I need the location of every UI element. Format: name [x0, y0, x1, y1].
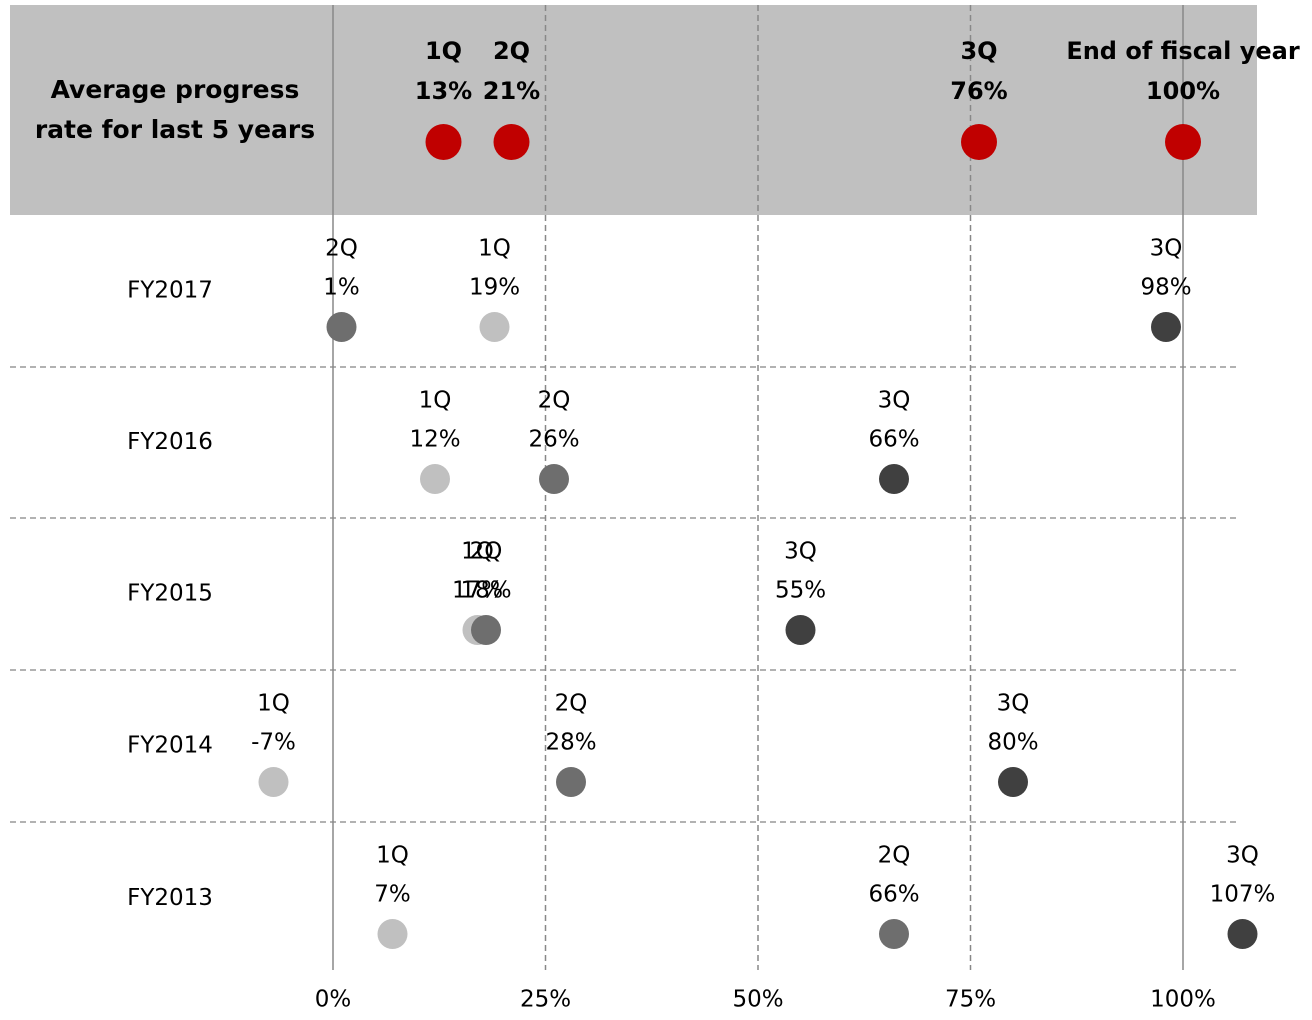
value-label: 17% — [452, 578, 503, 604]
dot — [539, 464, 569, 494]
series-name-label: 2Q — [470, 539, 503, 565]
series-name-label: 2Q — [878, 843, 911, 869]
dot — [1227, 919, 1258, 949]
value-label: 107% — [1210, 882, 1276, 908]
dot — [1151, 312, 1181, 342]
dot — [1165, 124, 1201, 160]
dot — [420, 464, 450, 494]
series-name-label: 1Q — [425, 37, 462, 65]
value-label: 7% — [374, 882, 411, 908]
category-label-text: Average progress rate for last 5 years — [34, 75, 316, 144]
value-label: 18% — [460, 578, 511, 604]
category-label: Average progress rate for last 5 years — [34, 75, 316, 144]
x-tick-label: 25% — [520, 987, 571, 1013]
value-label: 1% — [323, 275, 360, 301]
dot — [326, 312, 357, 342]
series-name-label: 1Q — [478, 236, 511, 262]
dot — [879, 464, 909, 494]
series-name-label: 3Q — [878, 388, 911, 414]
value-label: 12% — [409, 427, 460, 453]
dot — [879, 919, 909, 949]
dot — [998, 767, 1028, 797]
value-label: 26% — [528, 427, 579, 453]
series-name-label: End of fiscal year — [1066, 37, 1299, 65]
dot — [471, 615, 501, 645]
value-label: 28% — [545, 730, 596, 756]
x-tick-label: 50% — [732, 987, 783, 1013]
value-label: 66% — [868, 427, 919, 453]
value-label: 98% — [1140, 275, 1191, 301]
value-label: 21% — [483, 77, 540, 105]
series-name-label: 1Q — [461, 539, 494, 565]
series-name-label: 1Q — [376, 843, 409, 869]
series-name-label: 2Q — [538, 388, 571, 414]
dot — [785, 615, 816, 645]
value-label: 13% — [415, 77, 472, 105]
series-name-label: 2Q — [555, 691, 588, 717]
series-name-label: 1Q — [419, 388, 452, 414]
category-label: FY2013 — [127, 885, 213, 911]
dot — [258, 767, 289, 797]
dot — [961, 124, 997, 160]
series-name-label: 3Q — [1226, 843, 1259, 869]
dot — [556, 767, 586, 797]
dot — [377, 919, 408, 949]
category-label: FY2016 — [127, 429, 213, 455]
series-name-label: 1Q — [257, 691, 290, 717]
header-band — [10, 5, 1257, 215]
series-name-label: 3Q — [997, 691, 1030, 717]
series-name-label: 3Q — [1150, 236, 1183, 262]
category-label: FY2014 — [127, 733, 213, 759]
x-tick-label: 0% — [315, 987, 352, 1013]
category-label: FY2015 — [127, 581, 213, 607]
value-label: -7% — [251, 730, 296, 756]
dot — [425, 124, 462, 160]
value-label: 80% — [987, 730, 1038, 756]
series-name-label: 2Q — [493, 37, 530, 65]
category-label: FY2017 — [127, 278, 213, 304]
value-label: 76% — [950, 77, 1007, 105]
dot — [493, 124, 530, 160]
series-name-label: 3Q — [784, 539, 817, 565]
dot — [479, 312, 510, 342]
value-label: 100% — [1146, 77, 1220, 105]
x-tick-label: 100% — [1150, 987, 1216, 1013]
value-label: 55% — [775, 578, 826, 604]
series-name-label: 3Q — [960, 37, 997, 65]
value-label: 19% — [469, 275, 520, 301]
x-tick-label: 75% — [945, 987, 996, 1013]
series-name-label: 2Q — [325, 236, 358, 262]
value-label: 66% — [868, 882, 919, 908]
